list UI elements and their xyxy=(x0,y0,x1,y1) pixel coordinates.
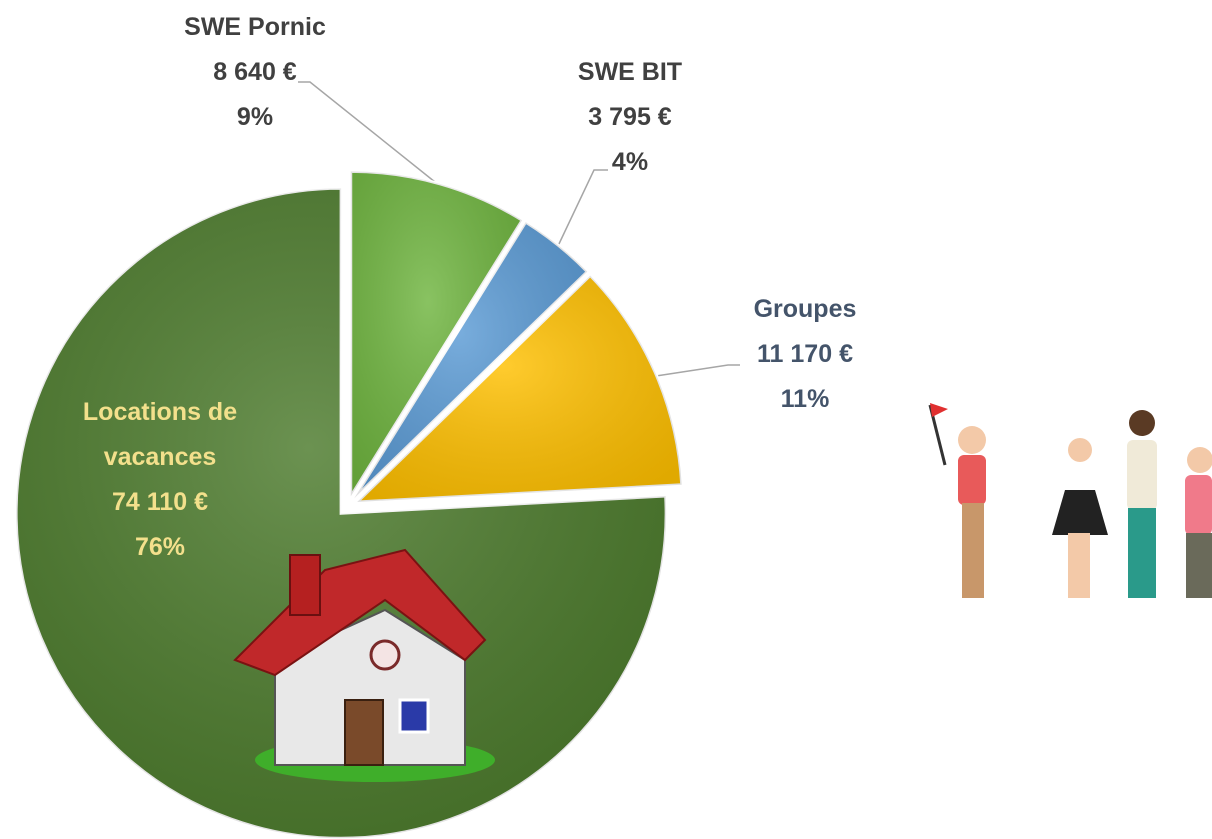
data-label: Groupes 11 170 € 11% xyxy=(700,287,910,422)
value-label: 11 170 € xyxy=(757,340,853,368)
value-label: 8 640 € xyxy=(213,58,297,86)
percentage-label: 4% xyxy=(611,148,649,176)
data-label: Locations de vacances 74 110 € 76% xyxy=(40,390,280,570)
category-label: SWE Pornic xyxy=(184,13,326,41)
category-label: Groupes xyxy=(753,295,857,323)
category-label: SWE BIT xyxy=(577,58,683,86)
slice-shading xyxy=(350,171,523,497)
data-label: SWE Pornic 8 640 € 9% xyxy=(140,5,370,140)
slice-shading xyxy=(357,275,682,502)
slices xyxy=(14,169,684,839)
house-illustration xyxy=(233,548,495,782)
value-label: 74 110 € xyxy=(112,488,208,516)
leader-lines xyxy=(298,81,740,377)
leader-line xyxy=(298,81,441,187)
slice-shading xyxy=(354,222,588,499)
people-illustration xyxy=(928,403,1212,598)
value-label: 3 795 € xyxy=(588,103,672,131)
percentage-label: 76% xyxy=(134,533,186,561)
leader-line xyxy=(557,169,608,247)
percentage-label: 11% xyxy=(780,385,830,413)
data-label: SWE BIT 3 795 € 4% xyxy=(520,50,740,185)
leader-line xyxy=(655,364,740,377)
category-label: Locations de vacances xyxy=(82,398,238,471)
percentage-label: 9% xyxy=(236,103,274,131)
slice-shading xyxy=(16,188,667,839)
